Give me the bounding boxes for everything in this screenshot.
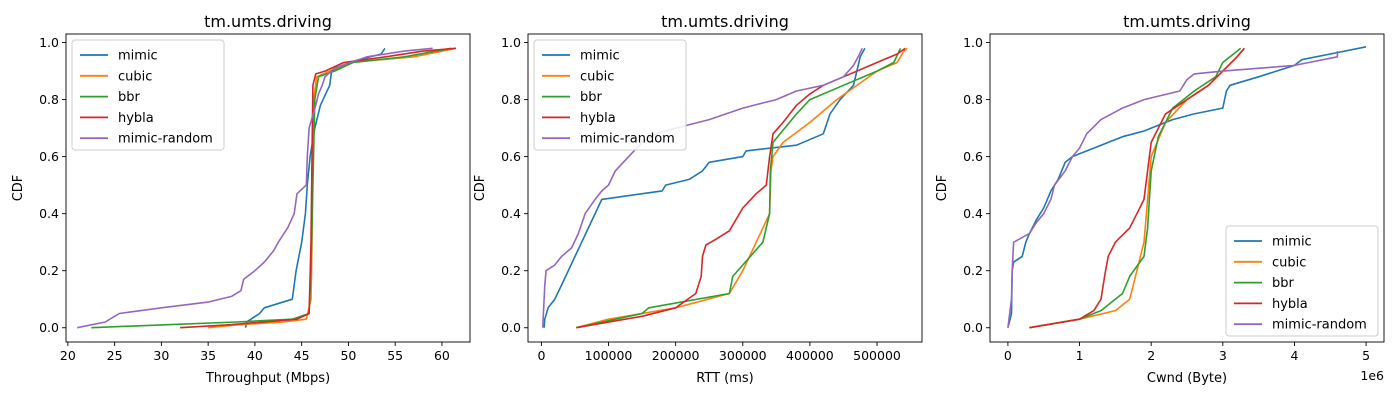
chart-2: tm.umts.driving 0 100000 200000 300000 400000…: [473, 12, 923, 386]
series-line-mimic: [543, 47, 866, 328]
y-tick-label: 0.8: [39, 92, 59, 107]
x-tick-label: 50: [340, 348, 356, 363]
plot-frame: [989, 33, 1385, 343]
chart-title: tm.umts.driving: [204, 12, 332, 31]
x-axis-offset-label: 1e6: [1360, 368, 1384, 383]
legend: mimic cubic bbr hybla mimic-random: [1225, 225, 1379, 337]
y-tick-label: 0.0: [501, 320, 521, 335]
x-tick-label: 4: [1290, 348, 1298, 363]
x-tick-label: 2: [1147, 348, 1155, 363]
y-tick-label: 0.0: [39, 320, 59, 335]
legend-label-cubic: cubic: [1272, 255, 1306, 270]
plot-frame: [65, 33, 471, 343]
y-tick-label: 1.0: [501, 35, 521, 50]
legend-label-bbr: bbr: [1272, 276, 1295, 291]
legend-box: [1225, 225, 1379, 337]
plot-frame: [527, 33, 923, 343]
x-tick-label: 60: [434, 348, 450, 363]
x-tick-label: 35: [200, 348, 216, 363]
y-axis-label: CDF: [11, 175, 26, 202]
y-tick-label: 1.0: [963, 35, 983, 50]
series-line-mimic-random: [77, 47, 433, 329]
x-tick-label: 400000: [786, 348, 834, 363]
y-tick-label: 0.0: [963, 320, 983, 335]
legend-label-mimic: mimic: [1272, 235, 1312, 250]
legend-label-mimic: mimic: [118, 49, 158, 64]
legend-label-hybla: hybla: [580, 111, 616, 126]
legend-label-bbr: bbr: [580, 90, 603, 105]
legend-label-mimic: mimic: [580, 49, 620, 64]
y-tick-label: 0.6: [963, 149, 983, 164]
x-tick-label: 40: [247, 348, 263, 363]
x-tick-label: 100000: [585, 348, 633, 363]
y-tick-label: 0.4: [501, 206, 521, 221]
chart-1: tm.umts.driving 20 25 30 35 40 45 50 55 60 0.0 0.2 0…: [11, 12, 471, 386]
y-tick-label: 0.2: [963, 263, 983, 278]
y-tick-label: 0.6: [39, 149, 59, 164]
legend-label-hybla: hybla: [1272, 297, 1308, 312]
x-tick-label: 25: [107, 348, 123, 363]
series-line-cubic: [208, 47, 457, 329]
series-line-mimic-random: [1007, 51, 1339, 328]
x-tick-label: 500000: [853, 348, 901, 363]
x-tick-label: 1: [1076, 348, 1084, 363]
chart-title: tm.umts.driving: [661, 12, 789, 31]
y-tick-label: 0.8: [501, 92, 521, 107]
x-tick-label: 45: [294, 348, 310, 363]
y-tick-label: 0.2: [39, 263, 59, 278]
series-line-hybla: [180, 47, 457, 329]
series-line-cubic: [1029, 47, 1245, 329]
legend-box: [71, 39, 225, 151]
legend: mimic cubic bbr hybla mimic-random: [533, 39, 687, 151]
series-line-bbr: [1029, 47, 1242, 329]
series-line-hybla: [1029, 47, 1245, 329]
y-tick-label: 1.0: [39, 35, 59, 50]
legend-label-hybla: hybla: [118, 111, 154, 126]
legend-label-mimic-random: mimic-random: [1272, 318, 1367, 333]
legend-box: [533, 39, 687, 151]
x-tick-label: 20: [60, 348, 76, 363]
legend-label-bbr: bbr: [118, 90, 141, 105]
legend: mimic cubic bbr hybla mimic-random: [71, 39, 225, 151]
x-tick-label: 5: [1362, 348, 1370, 363]
x-tick-label: 300000: [719, 348, 767, 363]
legend-label-cubic: cubic: [580, 69, 614, 84]
x-tick-label: 0: [1004, 348, 1012, 363]
x-tick-label: 55: [387, 348, 403, 363]
chart-3: tm.umts.driving 0 1 2 3 4 5 0.0 0.2 0.4 0.6 0.8 1.0 1…: [935, 12, 1385, 386]
legend-label-mimic-random: mimic-random: [580, 132, 675, 147]
y-axis-label: CDF: [473, 175, 488, 202]
x-tick-label: 3: [1219, 348, 1227, 363]
x-tick-label: 200000: [652, 348, 700, 363]
x-axis-label: RTT (ms): [696, 371, 753, 386]
series-line-mimic-random: [542, 47, 864, 328]
legend-label-mimic-random: mimic-random: [118, 132, 213, 147]
x-tick-label: 30: [153, 348, 169, 363]
series-line-bbr: [576, 47, 902, 329]
x-axis-label: Cwnd (Byte): [1147, 371, 1227, 386]
y-tick-label: 0.8: [963, 92, 983, 107]
y-tick-label: 0.6: [501, 149, 521, 164]
y-tick-label: 0.4: [963, 206, 983, 221]
y-tick-label: 0.2: [501, 263, 521, 278]
x-axis-label: Throughput (Mbps): [205, 371, 330, 386]
legend-label-cubic: cubic: [118, 69, 152, 84]
x-tick-label: 0: [537, 348, 545, 363]
y-axis-label: CDF: [935, 175, 950, 202]
chart-title: tm.umts.driving: [1123, 12, 1251, 31]
y-tick-label: 0.4: [39, 206, 59, 221]
series-line-mimic: [1007, 46, 1367, 328]
